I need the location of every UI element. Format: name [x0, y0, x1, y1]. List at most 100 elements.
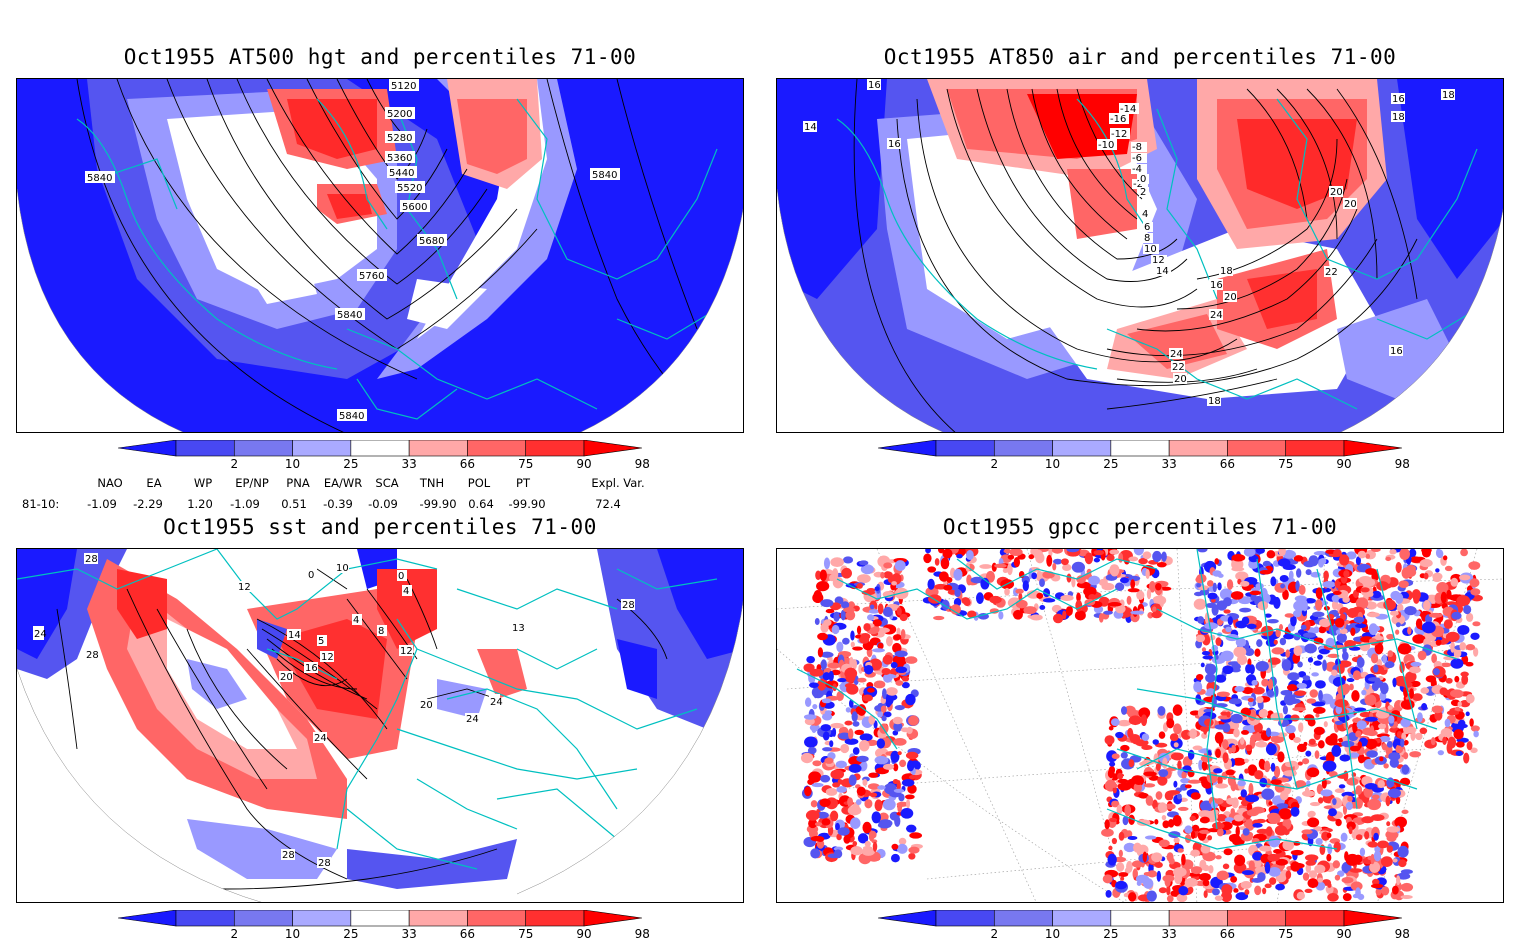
index-value: -2.29	[133, 497, 163, 511]
panel-title-sst: Oct1955 sst and percentiles 71-00	[163, 515, 597, 539]
colorbar-segment	[1285, 910, 1345, 927]
map-air: 16 14 16 -16 -14 -12 -10 -8 -6 -4 -2 0 2…	[776, 78, 1504, 433]
panel-title-air: Oct1955 AT850 air and percentiles 71-00	[883, 45, 1397, 69]
colorbar-segment	[118, 440, 177, 457]
colorbar-segment	[525, 440, 585, 457]
contour-label: 0	[1140, 174, 1146, 185]
panel-title-hgt: Oct1955 AT500 hgt and percentiles 71-00	[123, 45, 637, 69]
colorbar-segment	[408, 440, 468, 457]
colorbar-label: 25	[343, 457, 359, 471]
contour-label: 24	[314, 733, 327, 744]
colorbar-segment	[1110, 910, 1170, 927]
colorbar-label: 66	[1219, 927, 1236, 941]
colorbar-label: 90	[1336, 457, 1352, 471]
contour-label: 12	[321, 652, 334, 663]
contour-label: 20	[1224, 292, 1237, 303]
colorbar-label: 10	[284, 457, 301, 471]
contour-label: 18	[1442, 90, 1455, 101]
contour-label: 22	[1325, 267, 1338, 278]
colorbar: 2 10 25 33 66 75 90 98	[118, 910, 650, 941]
contour-label: 2	[1140, 187, 1146, 198]
colorbar-segment	[467, 440, 527, 457]
contour-label: 28	[622, 600, 635, 611]
contour-label: 28	[318, 858, 331, 869]
index-value: 0.51	[281, 497, 307, 511]
contour-label: 5760	[359, 271, 384, 282]
colorbar-label: 66	[459, 927, 476, 941]
contour-label: -8	[1132, 142, 1142, 153]
colorbar-label: 33	[401, 457, 417, 471]
index-value: -1.09	[87, 497, 117, 511]
contour-label: -12	[1111, 129, 1127, 140]
colorbar-label: 33	[1161, 457, 1177, 471]
contour-label: 28	[86, 650, 99, 661]
contour-label: 24	[466, 714, 479, 725]
index-value: 72.4	[595, 497, 621, 511]
contour-label: 5	[318, 636, 324, 647]
contour-label: 14	[804, 122, 817, 133]
contour-label: 28	[282, 850, 295, 861]
contour-label: -6	[1132, 153, 1142, 164]
colorbar-segment	[935, 910, 995, 927]
colorbar-label: 75	[518, 927, 534, 941]
contour-label: 28	[85, 554, 98, 565]
colorbar-segment	[935, 440, 995, 457]
contour-label: 5840	[339, 411, 364, 422]
contour-label: 24	[1210, 310, 1223, 321]
colorbar-label: 98	[1394, 927, 1410, 941]
contour-label: 18	[1392, 112, 1405, 123]
index-header: NAO	[97, 476, 123, 490]
contour-label: 8	[1144, 233, 1150, 244]
index-value: -1.09	[230, 497, 260, 511]
contour-label: 10	[336, 563, 349, 574]
colorbar-segment	[1285, 440, 1345, 457]
colorbar-label: 66	[459, 457, 476, 471]
index-table: NAO EA WP EP/NP PNA EA/WR SCA TNH POL PT Expl. Var…	[0, 476, 700, 512]
contour-label: 16	[1390, 346, 1403, 357]
colorbar-label: 2	[230, 457, 239, 471]
contour-label: 8	[378, 626, 384, 637]
contour-label: 0	[308, 570, 314, 581]
contour-label: -14	[1120, 104, 1136, 115]
colorbar-label: 10	[1044, 927, 1061, 941]
colorbar-segment	[350, 910, 410, 927]
contour-label: 13	[512, 623, 525, 634]
contour-label: 24	[1170, 349, 1183, 360]
contour-label: 12	[400, 646, 413, 657]
colorbar-label: 25	[1103, 927, 1119, 941]
colorbar-segment	[993, 440, 1053, 457]
colorbar-segment	[1168, 440, 1228, 457]
contour-label: 5120	[391, 81, 416, 92]
colorbar-segment	[233, 440, 293, 457]
contour-label: -10	[1098, 140, 1114, 151]
index-row-label: 81-10:	[22, 497, 60, 511]
colorbar-segment	[350, 440, 410, 457]
colorbar-segment	[1343, 910, 1402, 927]
contour-label: 6	[1144, 222, 1150, 233]
contour-label: 0	[398, 571, 404, 582]
colorbar-label: 25	[1103, 457, 1119, 471]
contour-label: 24	[490, 697, 503, 708]
colorbar-label: 90	[576, 927, 592, 941]
contour-label: 5840	[337, 310, 362, 321]
index-header: TNH	[419, 476, 445, 490]
colorbar-segment	[583, 440, 642, 457]
colorbar-label: 98	[1394, 457, 1410, 471]
colorbar-segment	[993, 910, 1053, 927]
contour-label: 16	[868, 80, 881, 91]
contour-label: 20	[280, 672, 293, 683]
colorbar-label: 33	[401, 927, 417, 941]
contour-label: 16	[1210, 280, 1223, 291]
colorbar-segment	[878, 910, 937, 927]
map-gpcc	[776, 548, 1504, 903]
colorbar-label: 90	[576, 457, 592, 471]
map-hgt: 5120 5200 5280 5360 5440 5520 5600 5680 …	[16, 78, 744, 433]
colorbar-label: 10	[1044, 457, 1061, 471]
contour-label: 16	[1392, 94, 1405, 105]
colorbar-segment	[292, 910, 352, 927]
contour-label: 18	[1208, 396, 1221, 407]
contour-label: 4	[403, 586, 409, 597]
contour-label: 5200	[387, 109, 412, 120]
index-value: -0.39	[323, 497, 353, 511]
index-value: 0.64	[468, 497, 494, 511]
